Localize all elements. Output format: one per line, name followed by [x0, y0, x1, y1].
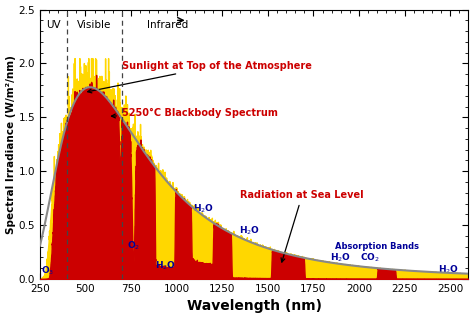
Text: H$_2$O: H$_2$O	[438, 263, 459, 276]
Text: H$_2$O: H$_2$O	[239, 225, 260, 237]
Text: Sunlight at Top of the Atmosphere: Sunlight at Top of the Atmosphere	[88, 61, 312, 93]
Text: H$_2$O: H$_2$O	[193, 202, 215, 215]
Text: O$_3$: O$_3$	[41, 265, 55, 277]
X-axis label: Wavelength (nm): Wavelength (nm)	[187, 300, 322, 314]
Text: CO$_2$: CO$_2$	[360, 252, 380, 264]
Text: Visible: Visible	[77, 20, 111, 30]
Y-axis label: Spectral Irradiance (W/m²/nm): Spectral Irradiance (W/m²/nm)	[6, 55, 16, 234]
Text: Radiation at Sea Level: Radiation at Sea Level	[240, 190, 364, 262]
Text: H$_2$O: H$_2$O	[155, 259, 176, 272]
Text: Infrared: Infrared	[147, 20, 189, 30]
Text: 5250°C Blackbody Spectrum: 5250°C Blackbody Spectrum	[111, 108, 278, 118]
Text: Absorption Bands: Absorption Bands	[335, 242, 419, 251]
Text: UV: UV	[46, 20, 61, 30]
Text: H$_2$O: H$_2$O	[330, 252, 351, 264]
Text: O$_2$: O$_2$	[127, 240, 140, 252]
